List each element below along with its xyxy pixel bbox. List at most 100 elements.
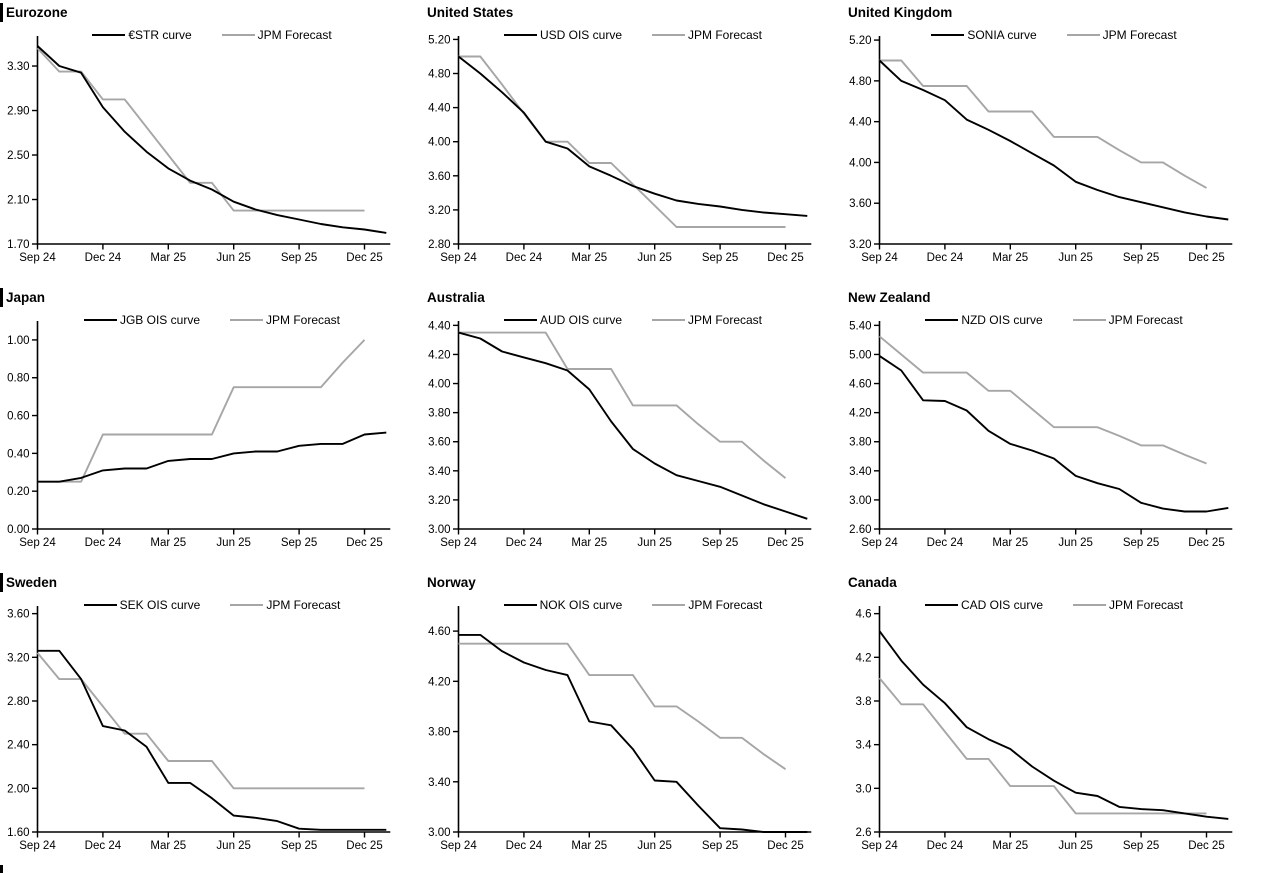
y-tick-label: 1.60 [7,827,29,839]
ois-curve-line [37,649,387,831]
y-tick-label: 3.60 [849,198,871,210]
y-tick-label: 3.20 [7,652,29,664]
jpm-forecast-line [458,642,787,770]
curve-line-swatch [924,604,958,606]
forecast-legend-label: JPM Forecast [1108,313,1183,327]
section-rule [0,288,3,307]
legend: JGB OIS curve JPM Forecast [37,313,387,327]
curve-legend-label: CAD OIS curve [960,598,1043,612]
x-tick-label: Dec 25 [1188,537,1224,549]
ois-curve-line [457,55,808,217]
forecast-line-swatch [230,604,264,606]
y-tick-label: 4.40 [428,103,450,115]
y-tick-label: 3.8 [856,696,872,708]
y-tick-label: 3.60 [428,171,450,183]
forecast-legend-label: JPM Forecast [688,598,763,612]
y-tick-label: 3.20 [428,495,450,507]
x-tick-label: Sep 24 [19,252,56,264]
legend-item-forecast: JPM Forecast [652,28,762,42]
y-tick-label: 3.4 [856,740,873,752]
curve-line-swatch [83,319,117,321]
chart-header: Australia [421,287,485,307]
legend-item-curve: €STR curve [92,28,192,42]
y-tick-label: 4.60 [849,379,871,391]
x-tick-label: Dec 24 [85,537,122,549]
forecast-line-swatch [652,319,685,321]
curve-legend-label: AUD OIS curve [539,313,622,327]
curve-legend-label: NOK OIS curve [539,598,623,612]
x-tick-label: Sep 24 [440,840,477,852]
legend-item-curve: JGB OIS curve [83,313,200,327]
chart-header: Norway [421,572,476,592]
legend-item-curve: NZD OIS curve [925,313,1043,327]
x-tick-label: Mar 25 [150,252,186,264]
chart-cell-japan: Japan 1.00 0.80 0.60 0.40 0.20 0.00 Sep 24 Dec … [0,285,421,570]
x-tick-label: Sep 25 [281,537,317,549]
chart-cell-united-states: United States 5.20 4.80 4.40 4.00 3.60 3.20 2.… [421,0,842,285]
y-tick-label: 3.00 [849,495,871,507]
legend-item-forecast: JPM Forecast [221,28,332,42]
chart-title: Canada [848,574,897,590]
forecast-legend-label: JPM Forecast [1109,598,1184,612]
forecast-line-swatch [1072,319,1106,321]
jpm-forecast-line [458,55,786,228]
ois-curve-line [878,59,1229,221]
legend: CAD OIS curve JPM Forecast [879,598,1229,612]
forecast-legend-label: JPM Forecast [257,28,332,42]
y-tick-label: 3.80 [428,408,450,420]
y-tick-label: 3.0 [856,783,872,795]
y-tick-label: 4.80 [849,76,871,88]
x-tick-label: Dec 25 [346,537,382,549]
ois-curve-line [37,431,387,483]
y-tick-label: 4.40 [849,117,871,129]
x-tick-label: Sep 25 [702,537,738,549]
y-tick-label: 2.80 [428,239,450,251]
x-tick-label: Sep 24 [19,537,56,549]
y-tick-label: 0.20 [7,486,29,498]
jpm-forecast-line [36,652,365,790]
chart-title: United States [427,4,514,20]
chart-header: New Zealand [842,287,931,307]
y-tick-label: 3.40 [849,466,871,478]
x-tick-label: Dec 25 [767,252,803,264]
x-tick-label: Dec 25 [1188,252,1224,264]
legend: USD OIS curve JPM Forecast [458,28,808,42]
chart-header: Eurozone [0,2,68,22]
curve-line-swatch [92,34,126,36]
y-tick-label: 3.60 [428,437,450,449]
x-tick-label: Dec 24 [927,252,964,264]
x-tick-label: Mar 25 [992,840,1028,852]
chart-cell-new-zealand: New Zealand 5.40 5.00 4.60 4.20 3.80 3.40 3.00… [842,285,1264,570]
x-tick-label: Sep 25 [281,252,317,264]
chart-header: United Kingdom [842,2,952,22]
y-tick-label: 1.00 [7,335,29,347]
y-tick-label: 2.40 [7,740,29,752]
y-tick-label: 2.00 [7,783,29,795]
x-tick-label: Sep 24 [861,252,898,264]
section-rule [0,573,3,592]
jpm-forecast-line [879,59,1207,189]
legend-item-forecast: JPM Forecast [652,598,762,612]
curve-legend-label: SEK OIS curve [119,598,201,612]
y-tick-label: 4.00 [428,379,450,391]
legend: SEK OIS curve JPM Forecast [37,598,387,612]
x-tick-label: Mar 25 [992,252,1028,264]
x-tick-label: Jun 25 [1058,537,1093,549]
forecast-line-swatch [230,319,263,321]
x-tick-label: Dec 24 [506,252,543,264]
y-tick-label: 5.00 [849,349,871,361]
forecast-line-swatch [221,34,255,36]
x-tick-label: Dec 24 [506,537,543,549]
x-tick-label: Jun 25 [637,840,672,852]
section-rule-fragment [0,865,3,873]
legend-item-curve: SEK OIS curve [83,598,201,612]
legend-item-forecast: JPM Forecast [652,313,762,327]
y-tick-label: 2.50 [7,150,29,162]
curve-line-swatch [503,34,537,36]
curve-line-swatch [503,319,537,321]
forecast-legend-label: JPM Forecast [266,598,341,612]
y-tick-label: 0.00 [7,524,29,536]
jpm-forecast-line [458,331,787,479]
